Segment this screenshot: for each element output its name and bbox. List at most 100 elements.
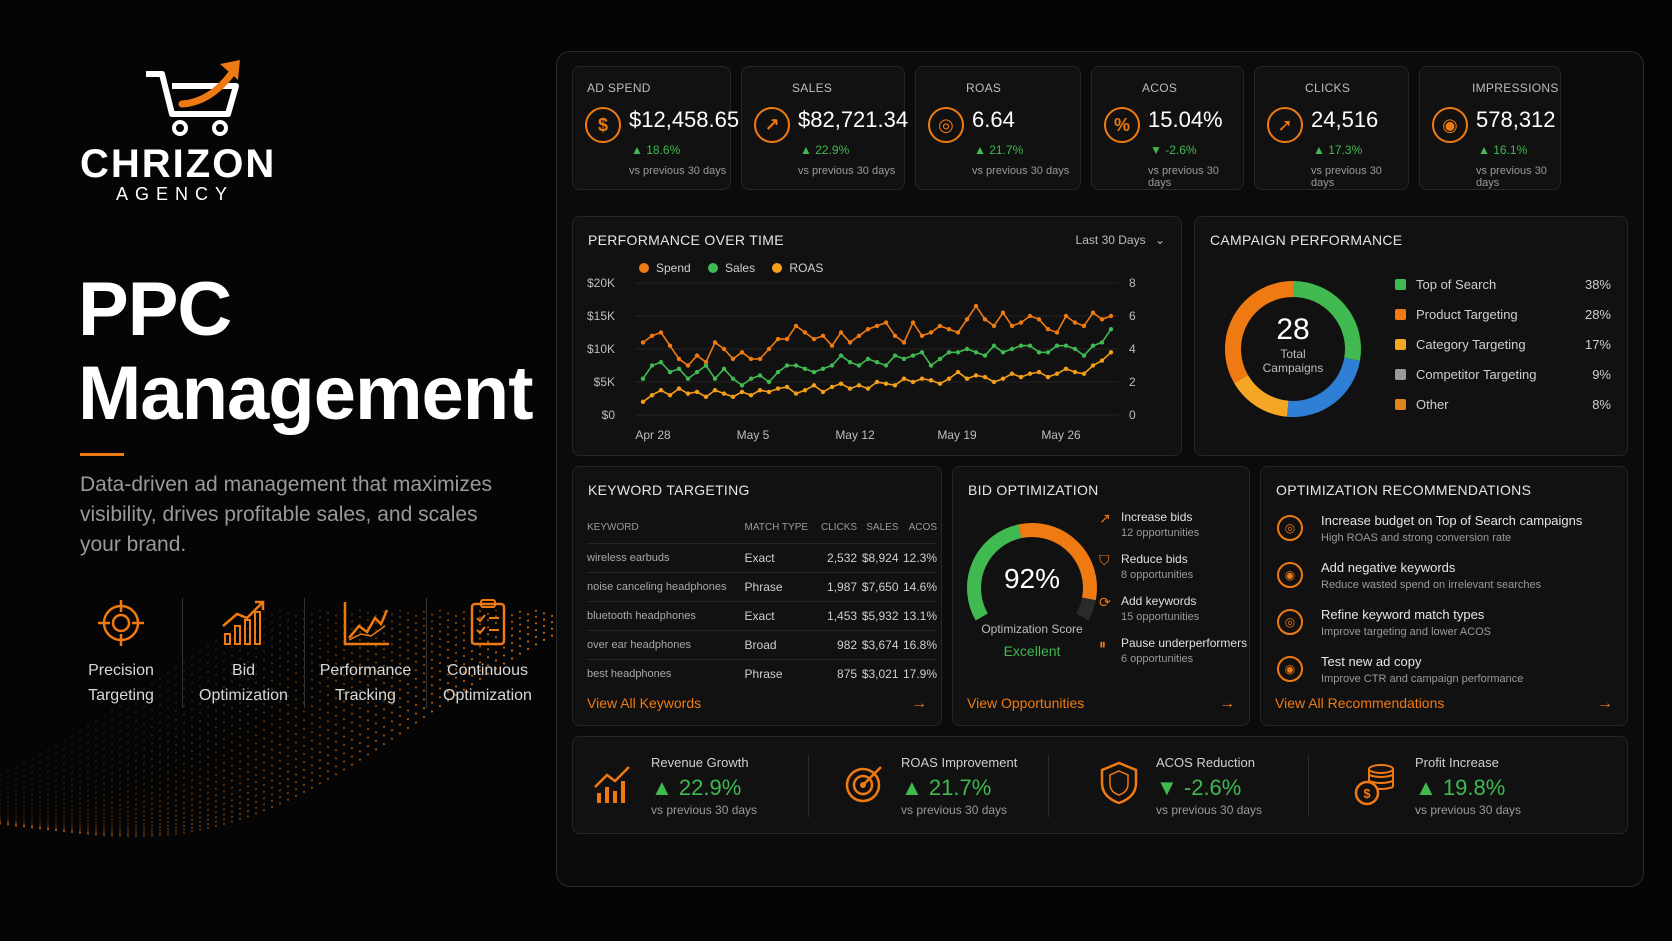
wave-dot [422,624,426,627]
bid-item[interactable]: ⟳ Add keywords 15 opportunities [1099,594,1199,623]
wave-dot [150,717,154,720]
view-opportunities-link[interactable]: View Opportunities [967,695,1085,711]
brand-name: CHRIZON [80,142,277,186]
arrow-right-icon[interactable]: → [1219,695,1235,712]
data-point [793,363,799,368]
shield-icon [1100,761,1138,805]
wave-dot [294,788,298,791]
table-row[interactable]: best headphones Phrase 875 $3,021 17.9% [587,659,937,688]
acos-cell: 16.8% [898,630,937,660]
wave-dot [14,823,18,827]
wave-dot [86,783,90,786]
wave-dot [166,807,170,810]
table-row[interactable]: noise canceling headphones Phrase 1,987 $7,… [587,572,937,602]
wave-dot [30,806,34,810]
wave-dot [198,676,202,679]
wave-dot [14,824,18,827]
table-row[interactable]: bluetooth headphones Exact 1,453 $5,932 13.1… [587,601,937,631]
table-header[interactable]: MATCH TYPE [744,522,809,533]
optimization-status: Excellent [1003,643,1061,659]
wave-dot [214,726,218,729]
wave-dot [462,646,466,650]
wave-dot [246,687,250,690]
data-point [1009,346,1015,352]
wave-dot [182,789,186,793]
wave-dot [86,749,90,752]
arrow-right-icon[interactable]: → [1597,695,1613,712]
bid-item[interactable]: ↗ Increase bids 12 opportunities [1099,510,1199,539]
wave-dot [214,787,218,790]
wave-dot [238,683,242,687]
trend-icon: ↗ [754,107,790,143]
wave-dot [358,623,362,626]
wave-dot [438,630,442,633]
table-header[interactable]: CLICKS [820,522,858,533]
table-header[interactable]: KEYWORD [587,522,639,533]
kpi-delta: ▲ 21.7% [974,143,1024,157]
wave-dot [486,633,490,636]
wave-dot [174,787,178,790]
wave-dot [270,723,274,726]
table-header[interactable]: SALES [866,522,899,533]
wave-dot [262,702,266,705]
wave-dot [278,726,282,729]
wave-dot [238,789,242,792]
table-row[interactable]: over ear headphones Broad 982 $3,674 16.8% [587,630,937,660]
wave-dot [86,832,90,836]
summary-value: ▲ 21.7% [901,775,992,800]
wave-dot [270,662,274,665]
arrow-right-icon[interactable]: → [911,695,927,712]
recommendation-item[interactable]: ◉ Test new ad copy Improve CTR and campa… [1277,654,1523,685]
recommendation-item[interactable]: ◉ Add negative keywords Reduce wasted sp… [1277,560,1541,591]
bid-item[interactable]: ⛉ Reduce bids 8 opportunities [1099,552,1193,581]
wave-dot [494,615,498,618]
wave-dot [398,697,402,700]
bid-item[interactable]: ⏸ Pause underperformers 6 opportunities [1099,636,1247,665]
wave-dot [134,812,138,815]
wave-dot [262,809,266,812]
wave-dot [38,774,42,777]
wave-dot [6,823,10,826]
donut-segment [1292,281,1361,361]
wave-dot [374,621,378,625]
eye-icon: ◉ [1432,107,1468,143]
wave-dot [30,810,34,813]
table-row[interactable]: wireless earbuds Exact 2,532 $8,924 12.3% [587,543,937,573]
wave-dot [46,828,50,831]
acos-cell: 12.3% [898,543,937,573]
wave-dot [190,786,194,789]
view-all-recommendations-link[interactable]: View All Recommendations [1275,695,1445,711]
wave-dot [214,709,218,712]
wave-dot [198,811,202,814]
feature-label: Targeting [88,687,154,704]
wave-dot [54,823,58,826]
wave-dot [190,681,194,684]
view-all-keywords-link[interactable]: View All Keywords [587,695,702,711]
wave-dot [78,786,82,789]
table-header[interactable]: ACOS [908,522,937,533]
wave-dot [262,633,266,637]
kpi-value: 6.64 [972,107,1015,132]
wave-dot [270,688,274,691]
range-selector[interactable]: Last 30 Days ⌄ [1076,233,1165,247]
wave-decoration [0,610,554,838]
wave-dot [302,790,306,794]
wave-dot [214,691,218,694]
wave-dot [6,823,10,826]
wave-dot [518,652,522,655]
recommendation-item[interactable]: ◎ Increase budget on Top of Search campa… [1277,513,1582,544]
wave-dot [166,802,170,805]
page-title-line1: PPC [78,267,232,352]
wave-dot [22,775,26,778]
wave-dot [270,799,274,802]
recommendation-item[interactable]: ◎ Refine keyword match types Improve tar… [1277,607,1491,638]
wave-dot [206,688,210,691]
wave-dot [94,779,98,783]
wave-dot [190,809,194,812]
wave-dot [110,806,114,809]
wave-dot [494,651,498,654]
wave-dot [286,738,290,741]
wave-dot [150,779,154,782]
wave-dot [14,821,18,825]
optimization-gauge [967,523,1097,621]
